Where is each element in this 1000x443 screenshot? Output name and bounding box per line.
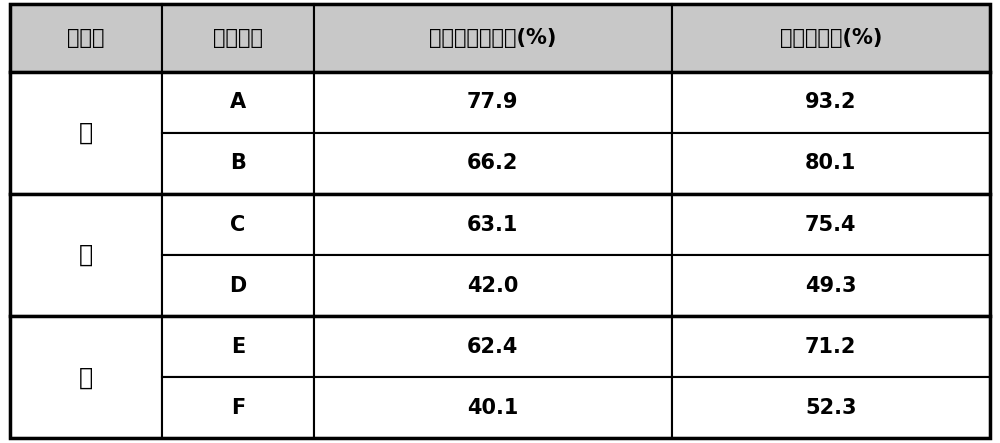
Bar	[314, 72, 672, 133]
Bar	[10, 4, 162, 72]
Bar	[672, 377, 990, 439]
Bar	[314, 194, 672, 255]
Text: 实施例: 实施例	[67, 28, 105, 48]
Bar	[162, 4, 314, 72]
Text: C: C	[230, 214, 245, 234]
Bar	[314, 377, 672, 439]
Text: A: A	[230, 92, 246, 112]
Bar	[672, 72, 990, 133]
Text: 40.1: 40.1	[467, 398, 518, 418]
Text: 一: 一	[79, 121, 93, 145]
Bar	[162, 316, 314, 377]
Text: B: B	[230, 153, 246, 173]
Bar	[162, 377, 314, 439]
Text: 红外反射率(%): 红外反射率(%)	[780, 28, 882, 48]
Bar	[162, 194, 314, 255]
Bar	[162, 255, 314, 316]
Text: D: D	[229, 276, 246, 295]
Bar	[10, 72, 162, 194]
Text: 涂刷石板: 涂刷石板	[213, 28, 263, 48]
Bar	[672, 194, 990, 255]
Bar	[314, 133, 672, 194]
Bar	[10, 194, 162, 316]
Text: 93.2: 93.2	[805, 92, 856, 112]
Text: 62.4: 62.4	[467, 337, 518, 357]
Bar	[672, 255, 990, 316]
Bar	[314, 255, 672, 316]
Bar	[672, 133, 990, 194]
Text: 77.9: 77.9	[467, 92, 518, 112]
Text: 49.3: 49.3	[805, 276, 856, 295]
Bar	[10, 316, 162, 439]
Text: 80.1: 80.1	[805, 153, 856, 173]
Text: E: E	[231, 337, 245, 357]
Bar	[672, 4, 990, 72]
Text: 71.2: 71.2	[805, 337, 856, 357]
Text: 66.2: 66.2	[467, 153, 518, 173]
Bar	[672, 316, 990, 377]
Text: 三: 三	[79, 365, 93, 389]
Text: 63.1: 63.1	[467, 214, 518, 234]
Text: F: F	[231, 398, 245, 418]
Bar	[162, 133, 314, 194]
Text: 52.3: 52.3	[805, 398, 856, 418]
Text: 总太阳能反射率(%): 总太阳能反射率(%)	[429, 28, 556, 48]
Text: 75.4: 75.4	[805, 214, 856, 234]
Bar	[162, 72, 314, 133]
Bar	[314, 316, 672, 377]
Bar	[314, 4, 672, 72]
Text: 42.0: 42.0	[467, 276, 518, 295]
Text: 二: 二	[79, 243, 93, 267]
